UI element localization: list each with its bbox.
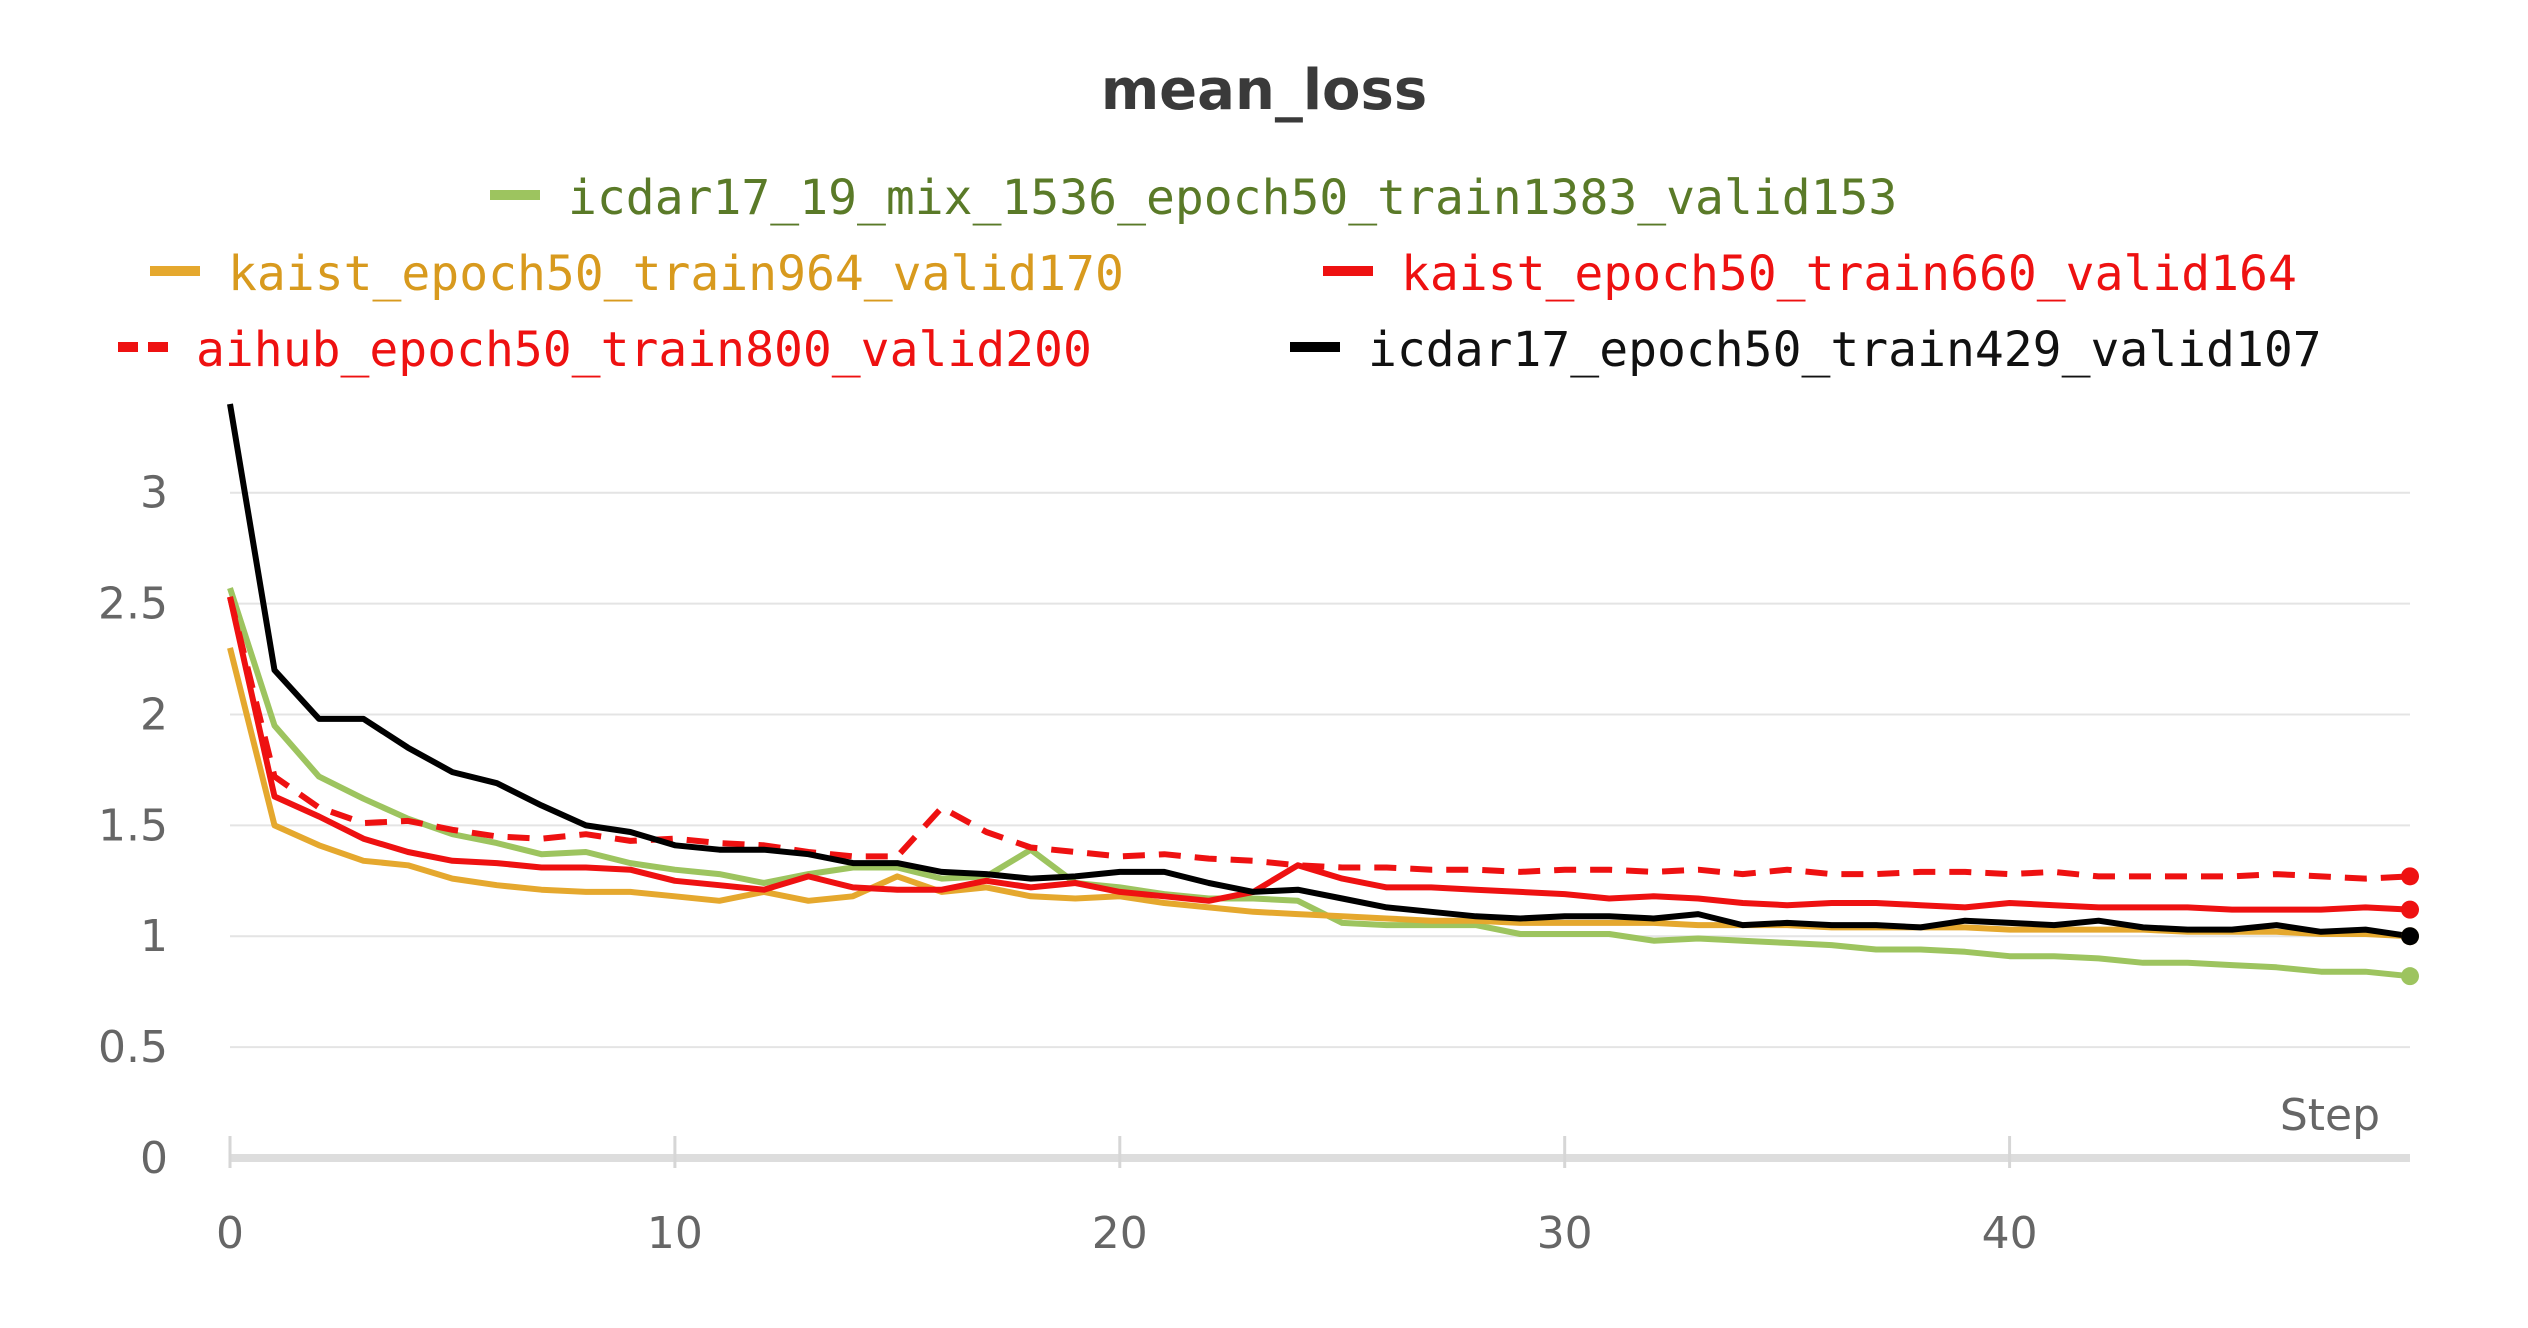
legend-row-2: kaist_epoch50_train964_valid170 kaist_ep… [0,236,2528,312]
legend-label-kaist-660: kaist_epoch50_train660_valid164 [1401,246,2297,302]
x-tick-label: 20 [1092,1208,1148,1259]
x-axis-title: Step [2280,1090,2380,1141]
legend-label-kaist-964: kaist_epoch50_train964_valid170 [228,246,1124,302]
legend-swatch-kaist-964 [150,266,200,276]
series-line-icdar17-epoch50-train429-valid107[interactable] [227,403,2411,940]
series-lines [227,403,2411,980]
y-tick-label: 1 [140,911,168,962]
x-tick-label: 10 [647,1208,703,1259]
legend-swatch-icdar17 [1290,342,1340,352]
gridlines [230,491,2410,1049]
legend-label-aihub: aihub_epoch50_train800_valid200 [196,322,1092,378]
legend-swatch-aihub [118,342,168,352]
legend-label-icdar17: icdar17_epoch50_train429_valid107 [1368,322,2322,378]
x-axis [228,1136,2410,1168]
series-line-icdar17-19-mix-1536-epoch50-train1383-valid153[interactable] [227,587,2411,980]
x-tick-label: 30 [1537,1208,1593,1259]
legend-row-3: aihub_epoch50_train800_valid200 icdar17_… [0,312,2528,388]
series-line-kaist-epoch50-train964-valid170[interactable] [227,647,2411,940]
series-end-dot-icdar17-epoch50-train429-valid107 [2401,927,2419,946]
chart-title: mean_loss [1100,58,1428,123]
x-tick-label: 40 [1982,1208,2038,1259]
y-tick-label: 2 [140,689,168,740]
legend-swatch-kaist-660 [1323,266,1373,276]
series-end-markers [2401,867,2419,986]
y-tick-label: 0.5 [98,1022,168,1073]
legend-label-icdar17-19-mix: icdar17_19_mix_1536_epoch50_train1383_va… [568,170,1898,226]
y-tick-label: 1.5 [98,800,168,851]
series-end-dot-aihub-epoch50-train800-valid200 [2401,867,2419,886]
y-tick-label: 2.5 [98,579,168,630]
y-tick-label: 0 [140,1133,168,1184]
series-end-dot-icdar17-19-mix-1536-epoch50-train1383-valid153 [2401,967,2419,986]
y-tick-label: 3 [140,468,168,519]
legend-row-1: icdar17_19_mix_1536_epoch50_train1383_va… [0,160,2528,236]
series-line-aihub-epoch50-train800-valid200[interactable] [227,596,2411,882]
legend: icdar17_19_mix_1536_epoch50_train1383_va… [0,160,2528,388]
series-line-kaist-epoch50-train660-valid164[interactable] [227,596,2411,913]
x-tick-label: 0 [216,1208,244,1259]
legend-swatch-icdar17-19-mix [490,190,540,200]
series-end-dot-kaist-epoch50-train660-valid164 [2401,900,2419,919]
